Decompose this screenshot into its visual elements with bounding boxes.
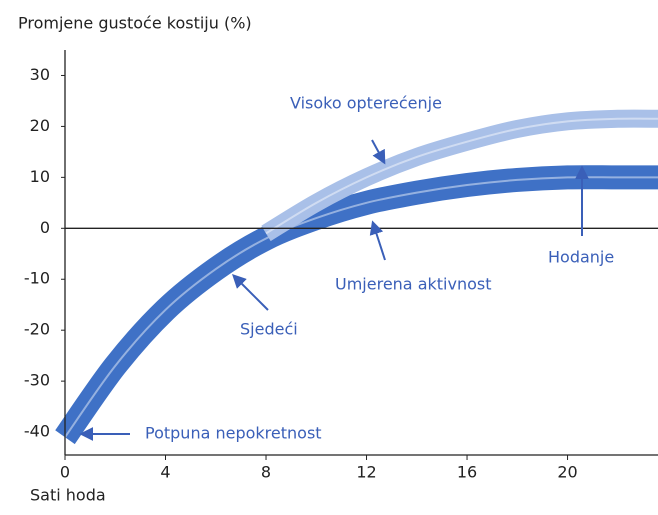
y-tick-label: -20 [24, 320, 50, 339]
y-axis-title: Promjene gustoće kostiju (%) [18, 14, 252, 33]
band-highlight [265, 117, 658, 235]
y-tick-label: -40 [24, 422, 50, 441]
y-tick-label: -10 [24, 269, 50, 288]
x-tick-label: 20 [557, 463, 577, 482]
x-axis-title: Sati hoda [30, 486, 106, 505]
x-tick-label: 8 [261, 463, 271, 482]
annotation: Hodanje [548, 248, 614, 267]
annotation: Umjerena aktivnost [335, 275, 491, 294]
annotation: Visoko opterećenje [290, 94, 442, 113]
annotation: Sjedeći [240, 320, 298, 339]
band-line [55, 165, 658, 445]
x-tick-label: 16 [457, 463, 477, 482]
x-tick-label: 4 [160, 463, 170, 482]
annotation-arrow [369, 220, 386, 261]
y-tick-label: 10 [30, 167, 50, 186]
y-tick-label: 20 [30, 116, 50, 135]
y-tick-label: 30 [30, 65, 50, 84]
band-highlight [64, 176, 658, 438]
band-line [261, 109, 658, 242]
annotation-arrow [371, 139, 386, 165]
annotation-arrow [232, 274, 269, 311]
x-tick-label: 12 [356, 463, 376, 482]
y-tick-label: 0 [40, 218, 50, 237]
y-tick-label: -30 [24, 371, 50, 390]
x-tick-label: 0 [60, 463, 70, 482]
annotation: Potpuna nepokretnost [145, 424, 322, 443]
